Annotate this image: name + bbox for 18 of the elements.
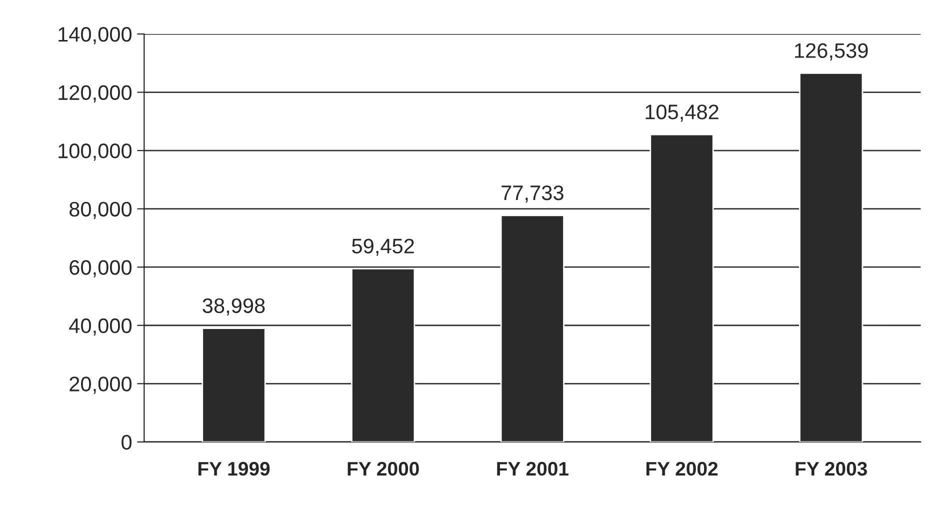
x-tick-label: FY 2000 bbox=[348, 462, 419, 476]
y-tick-label: 120,000 bbox=[58, 85, 132, 102]
y-tick-label: 20,000 bbox=[70, 376, 132, 394]
x-tick-label: FY 2003 bbox=[796, 462, 867, 476]
data-label: 77,733 bbox=[502, 185, 564, 203]
data-label: 59,452 bbox=[352, 238, 414, 256]
x-tick-label: FY 1999 bbox=[198, 462, 270, 476]
y-tick-label: 100,000 bbox=[58, 144, 132, 161]
y-tick-label: 140,000 bbox=[58, 26, 132, 44]
x-tick-label: FY 2001 bbox=[497, 462, 568, 476]
data-label: 126,539 bbox=[795, 43, 868, 60]
y-tick-label: 40,000 bbox=[69, 318, 132, 336]
y-tick-label: 80,000 bbox=[70, 202, 132, 220]
data-label: 38,998 bbox=[202, 298, 265, 316]
data-label: 105,482 bbox=[646, 104, 718, 122]
y-tick-label: 60,000 bbox=[70, 260, 132, 278]
y-tick-label: 0 bbox=[122, 434, 132, 450]
x-tick-label: FY 2002 bbox=[646, 462, 718, 476]
